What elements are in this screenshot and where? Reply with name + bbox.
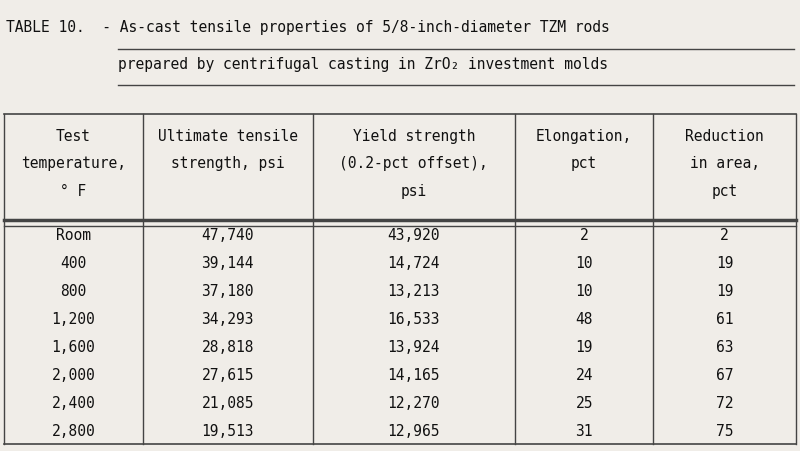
Text: 2,000: 2,000 [51, 367, 95, 382]
Text: 14,165: 14,165 [388, 367, 440, 382]
Text: in area,: in area, [690, 155, 760, 170]
Text: prepared by centrifugal casting in ZrO₂ investment molds: prepared by centrifugal casting in ZrO₂ … [118, 56, 608, 71]
Text: pct: pct [571, 155, 598, 170]
Text: 2,400: 2,400 [51, 395, 95, 410]
Text: 75: 75 [716, 423, 734, 438]
Text: 19,513: 19,513 [202, 423, 254, 438]
Text: 14,724: 14,724 [388, 255, 440, 270]
Text: 43,920: 43,920 [388, 227, 440, 243]
Text: 21,085: 21,085 [202, 395, 254, 410]
Text: Test: Test [56, 129, 91, 144]
Text: 1,600: 1,600 [51, 339, 95, 354]
Text: 400: 400 [60, 255, 86, 270]
Text: Reduction: Reduction [686, 129, 764, 144]
Text: 34,293: 34,293 [202, 311, 254, 326]
Text: 67: 67 [716, 367, 734, 382]
Text: Ultimate tensile: Ultimate tensile [158, 129, 298, 144]
Text: 2: 2 [580, 227, 589, 243]
Text: 800: 800 [60, 283, 86, 298]
Text: 72: 72 [716, 395, 734, 410]
Text: psi: psi [401, 184, 427, 199]
Text: Room: Room [56, 227, 91, 243]
Text: 19: 19 [575, 339, 593, 354]
Text: strength, psi: strength, psi [171, 155, 285, 170]
Text: 48: 48 [575, 311, 593, 326]
Text: Yield strength: Yield strength [353, 129, 475, 144]
Text: 63: 63 [716, 339, 734, 354]
Text: Elongation,: Elongation, [536, 129, 632, 144]
Text: 13,213: 13,213 [388, 283, 440, 298]
Text: 24: 24 [575, 367, 593, 382]
Text: 10: 10 [575, 283, 593, 298]
Text: 12,965: 12,965 [388, 423, 440, 438]
Text: 37,180: 37,180 [202, 283, 254, 298]
Text: 12,270: 12,270 [388, 395, 440, 410]
Text: 1,200: 1,200 [51, 311, 95, 326]
Text: 27,615: 27,615 [202, 367, 254, 382]
Text: 31: 31 [575, 423, 593, 438]
Text: 39,144: 39,144 [202, 255, 254, 270]
Text: 28,818: 28,818 [202, 339, 254, 354]
Text: pct: pct [711, 184, 738, 199]
Text: 2: 2 [720, 227, 729, 243]
Text: 47,740: 47,740 [202, 227, 254, 243]
Text: ° F: ° F [60, 184, 86, 199]
Text: 61: 61 [716, 311, 734, 326]
Text: 10: 10 [575, 255, 593, 270]
Text: TABLE 10.  - As-cast tensile properties of 5/8-inch-diameter TZM rods: TABLE 10. - As-cast tensile properties o… [6, 20, 610, 35]
Text: 25: 25 [575, 395, 593, 410]
Text: 16,533: 16,533 [388, 311, 440, 326]
Text: 19: 19 [716, 283, 734, 298]
Text: 2,800: 2,800 [51, 423, 95, 438]
Text: temperature,: temperature, [21, 155, 126, 170]
Text: 19: 19 [716, 255, 734, 270]
Text: 13,924: 13,924 [388, 339, 440, 354]
Text: (0.2-pct offset),: (0.2-pct offset), [339, 155, 488, 170]
